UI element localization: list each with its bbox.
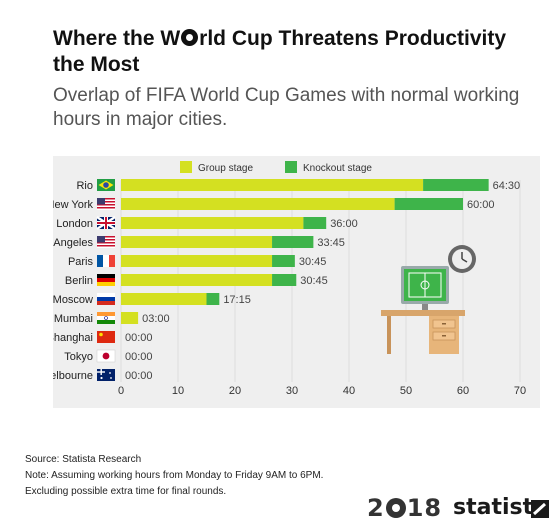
- flag-usa: [97, 236, 115, 248]
- bar-knockout-stage: [423, 179, 489, 191]
- legend-label-knockout: Knockout stage: [303, 163, 372, 174]
- x-tick-label: 60: [457, 385, 469, 397]
- category-label: Tokyo: [64, 351, 93, 363]
- chart-title: Where the W rld Cup Threatens Productivit…: [53, 26, 553, 78]
- extra-time-note: Excluding possible extra time for final …: [25, 486, 227, 497]
- logo-year-start: 2: [367, 494, 385, 522]
- x-tick-label: 0: [118, 385, 124, 397]
- total-label: 30:45: [299, 256, 327, 268]
- total-label: 64:30: [493, 180, 521, 192]
- footer-notes: Source: Statista Research Note: Assuming…: [25, 452, 323, 500]
- total-label: 17:15: [223, 294, 251, 306]
- bar-group-stage: [121, 293, 207, 305]
- total-label: 33:45: [317, 237, 345, 249]
- total-label: 36:00: [330, 218, 358, 230]
- legend-swatch-knockout: [285, 161, 297, 173]
- bar-knockout-stage: [272, 255, 295, 267]
- flag-usa: [97, 198, 115, 210]
- logo-ball-icon: [385, 498, 406, 518]
- bar-group-stage: [121, 179, 424, 191]
- flag-india: [97, 312, 115, 324]
- x-tick-label: 50: [400, 385, 412, 397]
- flag-china: [97, 331, 115, 343]
- bar-chart: Group stage Knockout stage 0 10 20 30 40 50 60…: [53, 161, 526, 397]
- total-label: 30:45: [300, 275, 328, 287]
- statista-logo-icon: [531, 500, 549, 518]
- x-tick-label: 40: [343, 385, 355, 397]
- category-label: Berlin: [65, 275, 93, 287]
- flag-australia: [97, 369, 115, 381]
- title-part1: Where the W: [53, 27, 181, 50]
- flag-japan: [96, 349, 116, 363]
- category-label: Los Angeles: [53, 237, 93, 249]
- bar-knockout-stage: [272, 274, 297, 286]
- logo-year-end: 18: [406, 494, 443, 522]
- x-tick-label: 10: [172, 385, 184, 397]
- flag-uk: [96, 216, 116, 230]
- legend-swatch-group: [180, 161, 192, 173]
- bar-knockout-stage: [206, 293, 220, 305]
- world-cup-2018-logo: 2 18: [367, 494, 442, 522]
- flag-russia: [97, 293, 115, 305]
- x-tick-label: 30: [286, 385, 298, 397]
- category-label: Shanghai: [53, 332, 93, 344]
- chart-panel: Group stage Knockout stage 0 10 20 30 40 50 60…: [53, 156, 540, 408]
- category-label: London: [56, 218, 93, 230]
- bar-group-stage: [121, 312, 139, 324]
- bar-knockout-stage: [303, 217, 327, 229]
- total-label: 00:00: [125, 370, 153, 382]
- x-tick-label: 70: [514, 385, 526, 397]
- category-label: New York: [53, 199, 93, 211]
- total-label: 60:00: [467, 199, 495, 211]
- legend: Group stage Knockout stage: [180, 161, 372, 174]
- bar-knockout-stage: [272, 236, 314, 248]
- flag-germany: [97, 274, 115, 286]
- legend-label-group: Group stage: [198, 163, 253, 174]
- desk-icon: [381, 310, 465, 316]
- chart-subtitle: Overlap of FIFA World Cup Games with nor…: [53, 85, 520, 130]
- bar-group-stage: [121, 236, 273, 248]
- office-desk-illustration: [381, 245, 476, 354]
- total-label: 00:00: [125, 332, 153, 344]
- category-label: Paris: [68, 256, 94, 268]
- category-label: Moscow: [53, 294, 93, 306]
- category-label: Melbourne: [53, 370, 93, 382]
- title-line2: the Most: [53, 53, 140, 76]
- total-label: 00:00: [125, 351, 153, 363]
- bar-group-stage: [121, 217, 304, 229]
- title-part2: rld Cup Threatens Productivity: [199, 27, 507, 50]
- bar-knockout-stage: [394, 198, 463, 210]
- source-note: Source: Statista Research: [25, 454, 142, 465]
- soccer-ball-icon: [181, 29, 199, 46]
- flag-brazil: [97, 179, 115, 191]
- bar-group-stage: [121, 255, 273, 267]
- x-tick-label: 20: [229, 385, 241, 397]
- total-label: 03:00: [142, 313, 170, 325]
- category-label: Rio: [76, 180, 93, 192]
- assumption-note: Note: Assuming working hours from Monday…: [25, 470, 324, 481]
- category-label: Mumbai: [54, 313, 93, 325]
- bar-group-stage: [121, 274, 273, 286]
- bar-group-stage: [121, 198, 395, 210]
- flag-france: [97, 255, 115, 267]
